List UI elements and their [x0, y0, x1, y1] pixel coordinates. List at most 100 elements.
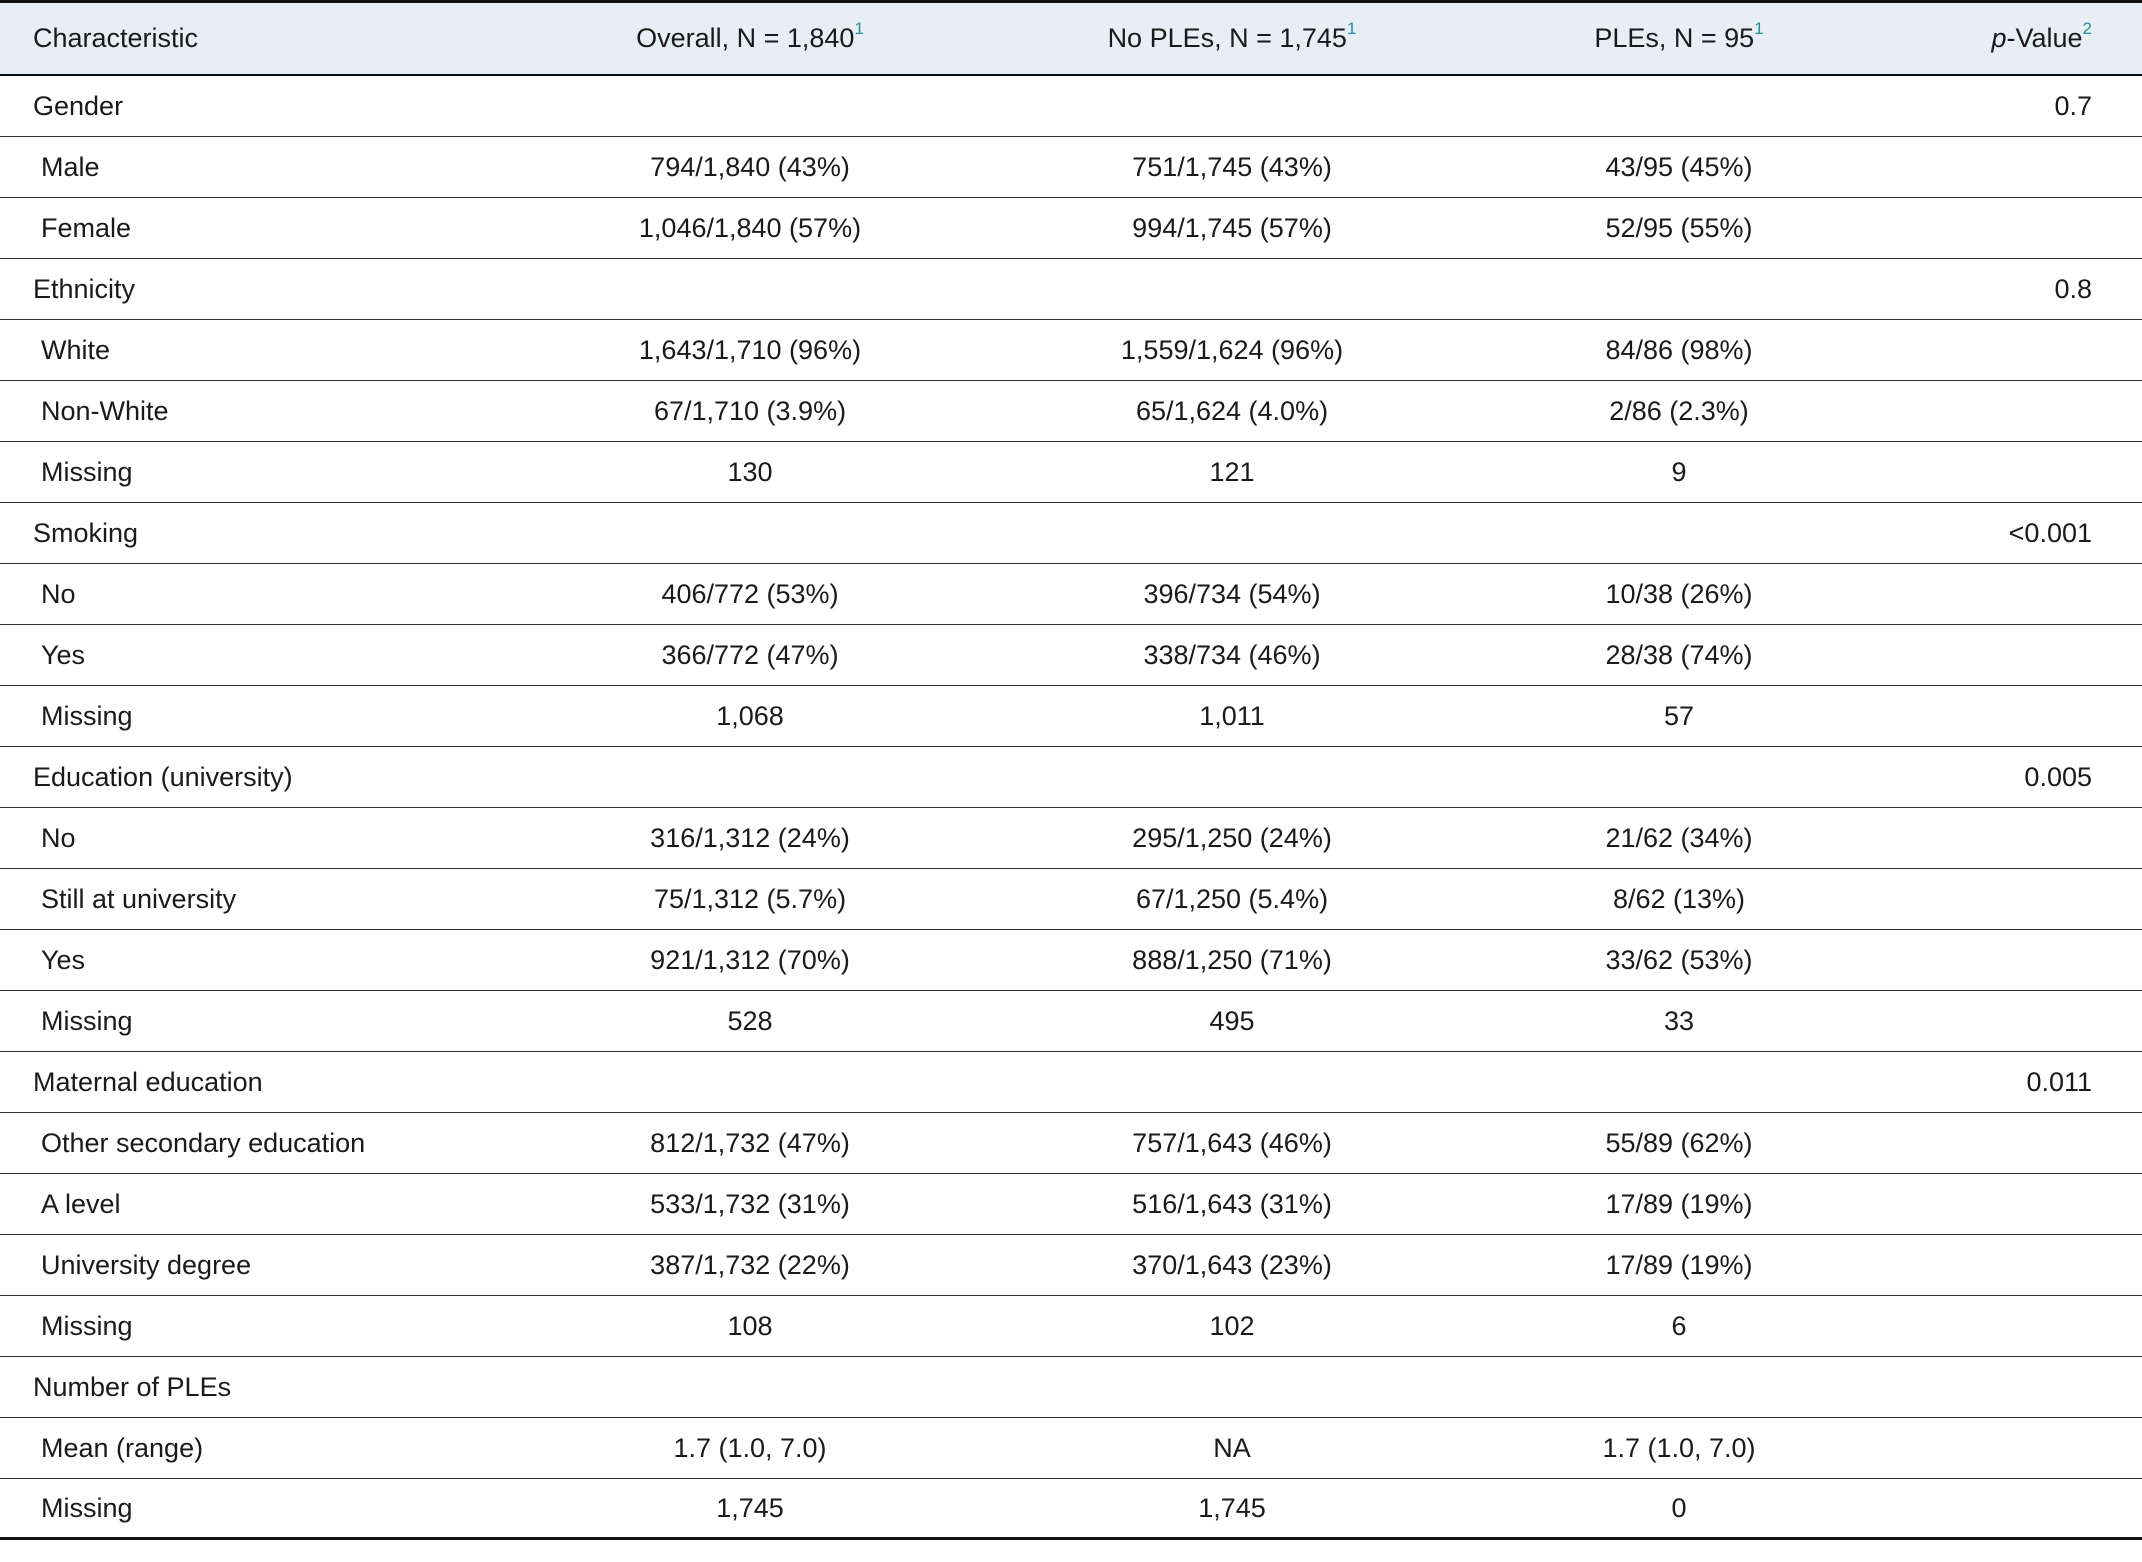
cell-value: 338/734 (46%)	[1143, 639, 1321, 670]
header-text: No PLEs, N = 1,745	[1107, 23, 1347, 53]
header-cell: Characteristic	[33, 3, 198, 74]
cell-value: 121	[1209, 456, 1255, 487]
header-italic: p	[1991, 23, 2007, 53]
table-row: Missing 528 495 33	[0, 991, 2142, 1052]
header-cell: p -Value 2	[1991, 3, 2092, 74]
footnote-mark: 1	[854, 18, 864, 38]
section-label: Smoking	[33, 517, 139, 548]
table-row: Missing 1,068 1,011 57	[0, 686, 2142, 747]
section-row: Education (university) 0.005	[0, 747, 2142, 808]
cell-value: 55/89 (62%)	[1605, 1127, 1753, 1158]
section-label: Ethnicity	[33, 273, 136, 304]
footnote-mark: 1	[1754, 18, 1764, 38]
table-row: Missing 130 121 9	[0, 442, 2142, 503]
cell-value: 495	[1209, 1005, 1255, 1036]
row-label: Male	[41, 151, 100, 182]
section-row: Gender 0.7	[0, 76, 2142, 137]
table-row: No 406/772 (53%) 396/734 (54%) 10/38 (26%)	[0, 564, 2142, 625]
cell-value: 1.7 (1.0, 7.0)	[1602, 1432, 1756, 1463]
header-text: Overall, N = 1,840	[636, 23, 855, 53]
cell-value: 1,068	[716, 700, 784, 731]
footnote-mark: 2	[2082, 18, 2092, 38]
cell-value: 406/772 (53%)	[661, 578, 839, 609]
cell-value: 6	[1671, 1310, 1687, 1341]
p-value: 0.005	[2024, 761, 2092, 792]
table-row: A level 533/1,732 (31%) 516/1,643 (31%) 17/…	[0, 1174, 2142, 1235]
cell-value: 295/1,250 (24%)	[1132, 822, 1332, 853]
cell-value: 528	[727, 1005, 773, 1036]
header-cell: PLEs, N = 95 1	[1379, 3, 1979, 74]
row-label: Missing	[41, 456, 133, 487]
row-label: Yes	[41, 944, 86, 975]
cell-value: 130	[727, 456, 773, 487]
cell-value: 75/1,312 (5.7%)	[653, 883, 847, 914]
cell-value: 921/1,312 (70%)	[650, 944, 850, 975]
header-text: -Value	[2006, 23, 2083, 53]
header-text: Characteristic	[33, 23, 199, 53]
table-row: Other secondary education 812/1,732 (47%)…	[0, 1113, 2142, 1174]
section-row: Number of PLEs	[0, 1357, 2142, 1418]
cell-value: 387/1,732 (22%)	[650, 1249, 850, 1280]
cell-value: 2/86 (2.3%)	[1609, 395, 1749, 426]
section-label: Number of PLEs	[33, 1371, 232, 1402]
table-row: Female 1,046/1,840 (57%) 994/1,745 (57%) 52…	[0, 198, 2142, 259]
row-label: Missing	[41, 1492, 133, 1523]
row-label: Missing	[41, 1005, 133, 1036]
cell-value: 1,559/1,624 (96%)	[1120, 334, 1344, 365]
row-label: University degree	[41, 1249, 252, 1280]
row-label: White	[41, 334, 111, 365]
section-label: Maternal education	[33, 1066, 263, 1097]
table-row: Non-White 67/1,710 (3.9%) 65/1,624 (4.0%) 2…	[0, 381, 2142, 442]
section-row: Maternal education 0.011	[0, 1052, 2142, 1113]
cell-value: NA	[1213, 1432, 1251, 1463]
row-label: Female	[41, 212, 132, 243]
table-row: Male 794/1,840 (43%) 751/1,745 (43%) 43/95 …	[0, 137, 2142, 198]
p-value: 0.8	[2054, 273, 2092, 304]
section-label: Gender	[33, 90, 124, 121]
cell-value: 396/734 (54%)	[1143, 578, 1321, 609]
row-label: Non-White	[41, 395, 169, 426]
row-label: No	[41, 578, 76, 609]
row-label: Other secondary education	[41, 1127, 366, 1158]
cell-value: 108	[727, 1310, 773, 1341]
cell-value: 794/1,840 (43%)	[650, 151, 850, 182]
cell-value: 316/1,312 (24%)	[650, 822, 850, 853]
p-value: 0.011	[2026, 1066, 2092, 1097]
cell-value: 0	[1671, 1492, 1687, 1523]
cell-value: 28/38 (74%)	[1605, 639, 1753, 670]
section-label: Education (university)	[33, 761, 293, 792]
table-row: Missing 1,745 1,745 0	[0, 1479, 2142, 1540]
row-label: Missing	[41, 1310, 133, 1341]
cell-value: 67/1,710 (3.9%)	[653, 395, 847, 426]
cell-value: 994/1,745 (57%)	[1132, 212, 1332, 243]
cell-value: 1,745	[716, 1492, 784, 1523]
header-cell: No PLEs, N = 1,745 1	[932, 3, 1532, 74]
table-row: University degree 387/1,732 (22%) 370/1,64…	[0, 1235, 2142, 1296]
cell-value: 516/1,643 (31%)	[1132, 1188, 1332, 1219]
cell-value: 65/1,624 (4.0%)	[1135, 395, 1329, 426]
header-row: Characteristic Overall, N = 1,840 1 No PLEs…	[0, 0, 2142, 76]
cell-value: 751/1,745 (43%)	[1132, 151, 1332, 182]
cell-value: 67/1,250 (5.4%)	[1135, 883, 1329, 914]
table-row: Yes 366/772 (47%) 338/734 (46%) 28/38 (74%)	[0, 625, 2142, 686]
row-label: Still at university	[41, 883, 237, 914]
cell-value: 52/95 (55%)	[1605, 212, 1753, 243]
table-row: Mean (range) 1.7 (1.0, 7.0) NA 1.7 (1.0, 7.…	[0, 1418, 2142, 1479]
table-row: White 1,643/1,710 (96%) 1,559/1,624 (96%) 8…	[0, 320, 2142, 381]
header-cell: Overall, N = 1,840 1	[450, 3, 1050, 74]
cell-value: 1,011	[1199, 700, 1265, 731]
cell-value: 370/1,643 (23%)	[1132, 1249, 1332, 1280]
cell-value: 102	[1209, 1310, 1255, 1341]
footnote-mark: 1	[1346, 18, 1357, 38]
p-value: <0.001	[2008, 517, 2092, 548]
cell-value: 8/62 (13%)	[1612, 883, 1746, 914]
table-row: Missing 108 102 6	[0, 1296, 2142, 1357]
row-label: Yes	[41, 639, 86, 670]
cell-value: 57	[1663, 700, 1695, 731]
cell-value: 366/772 (47%)	[661, 639, 839, 670]
row-label: Mean (range)	[41, 1432, 204, 1463]
cell-value: 1,643/1,710 (96%)	[638, 334, 862, 365]
cell-value: 17/89 (19%)	[1605, 1188, 1753, 1219]
section-row: Smoking <0.001	[0, 503, 2142, 564]
cell-value: 43/95 (45%)	[1605, 151, 1753, 182]
